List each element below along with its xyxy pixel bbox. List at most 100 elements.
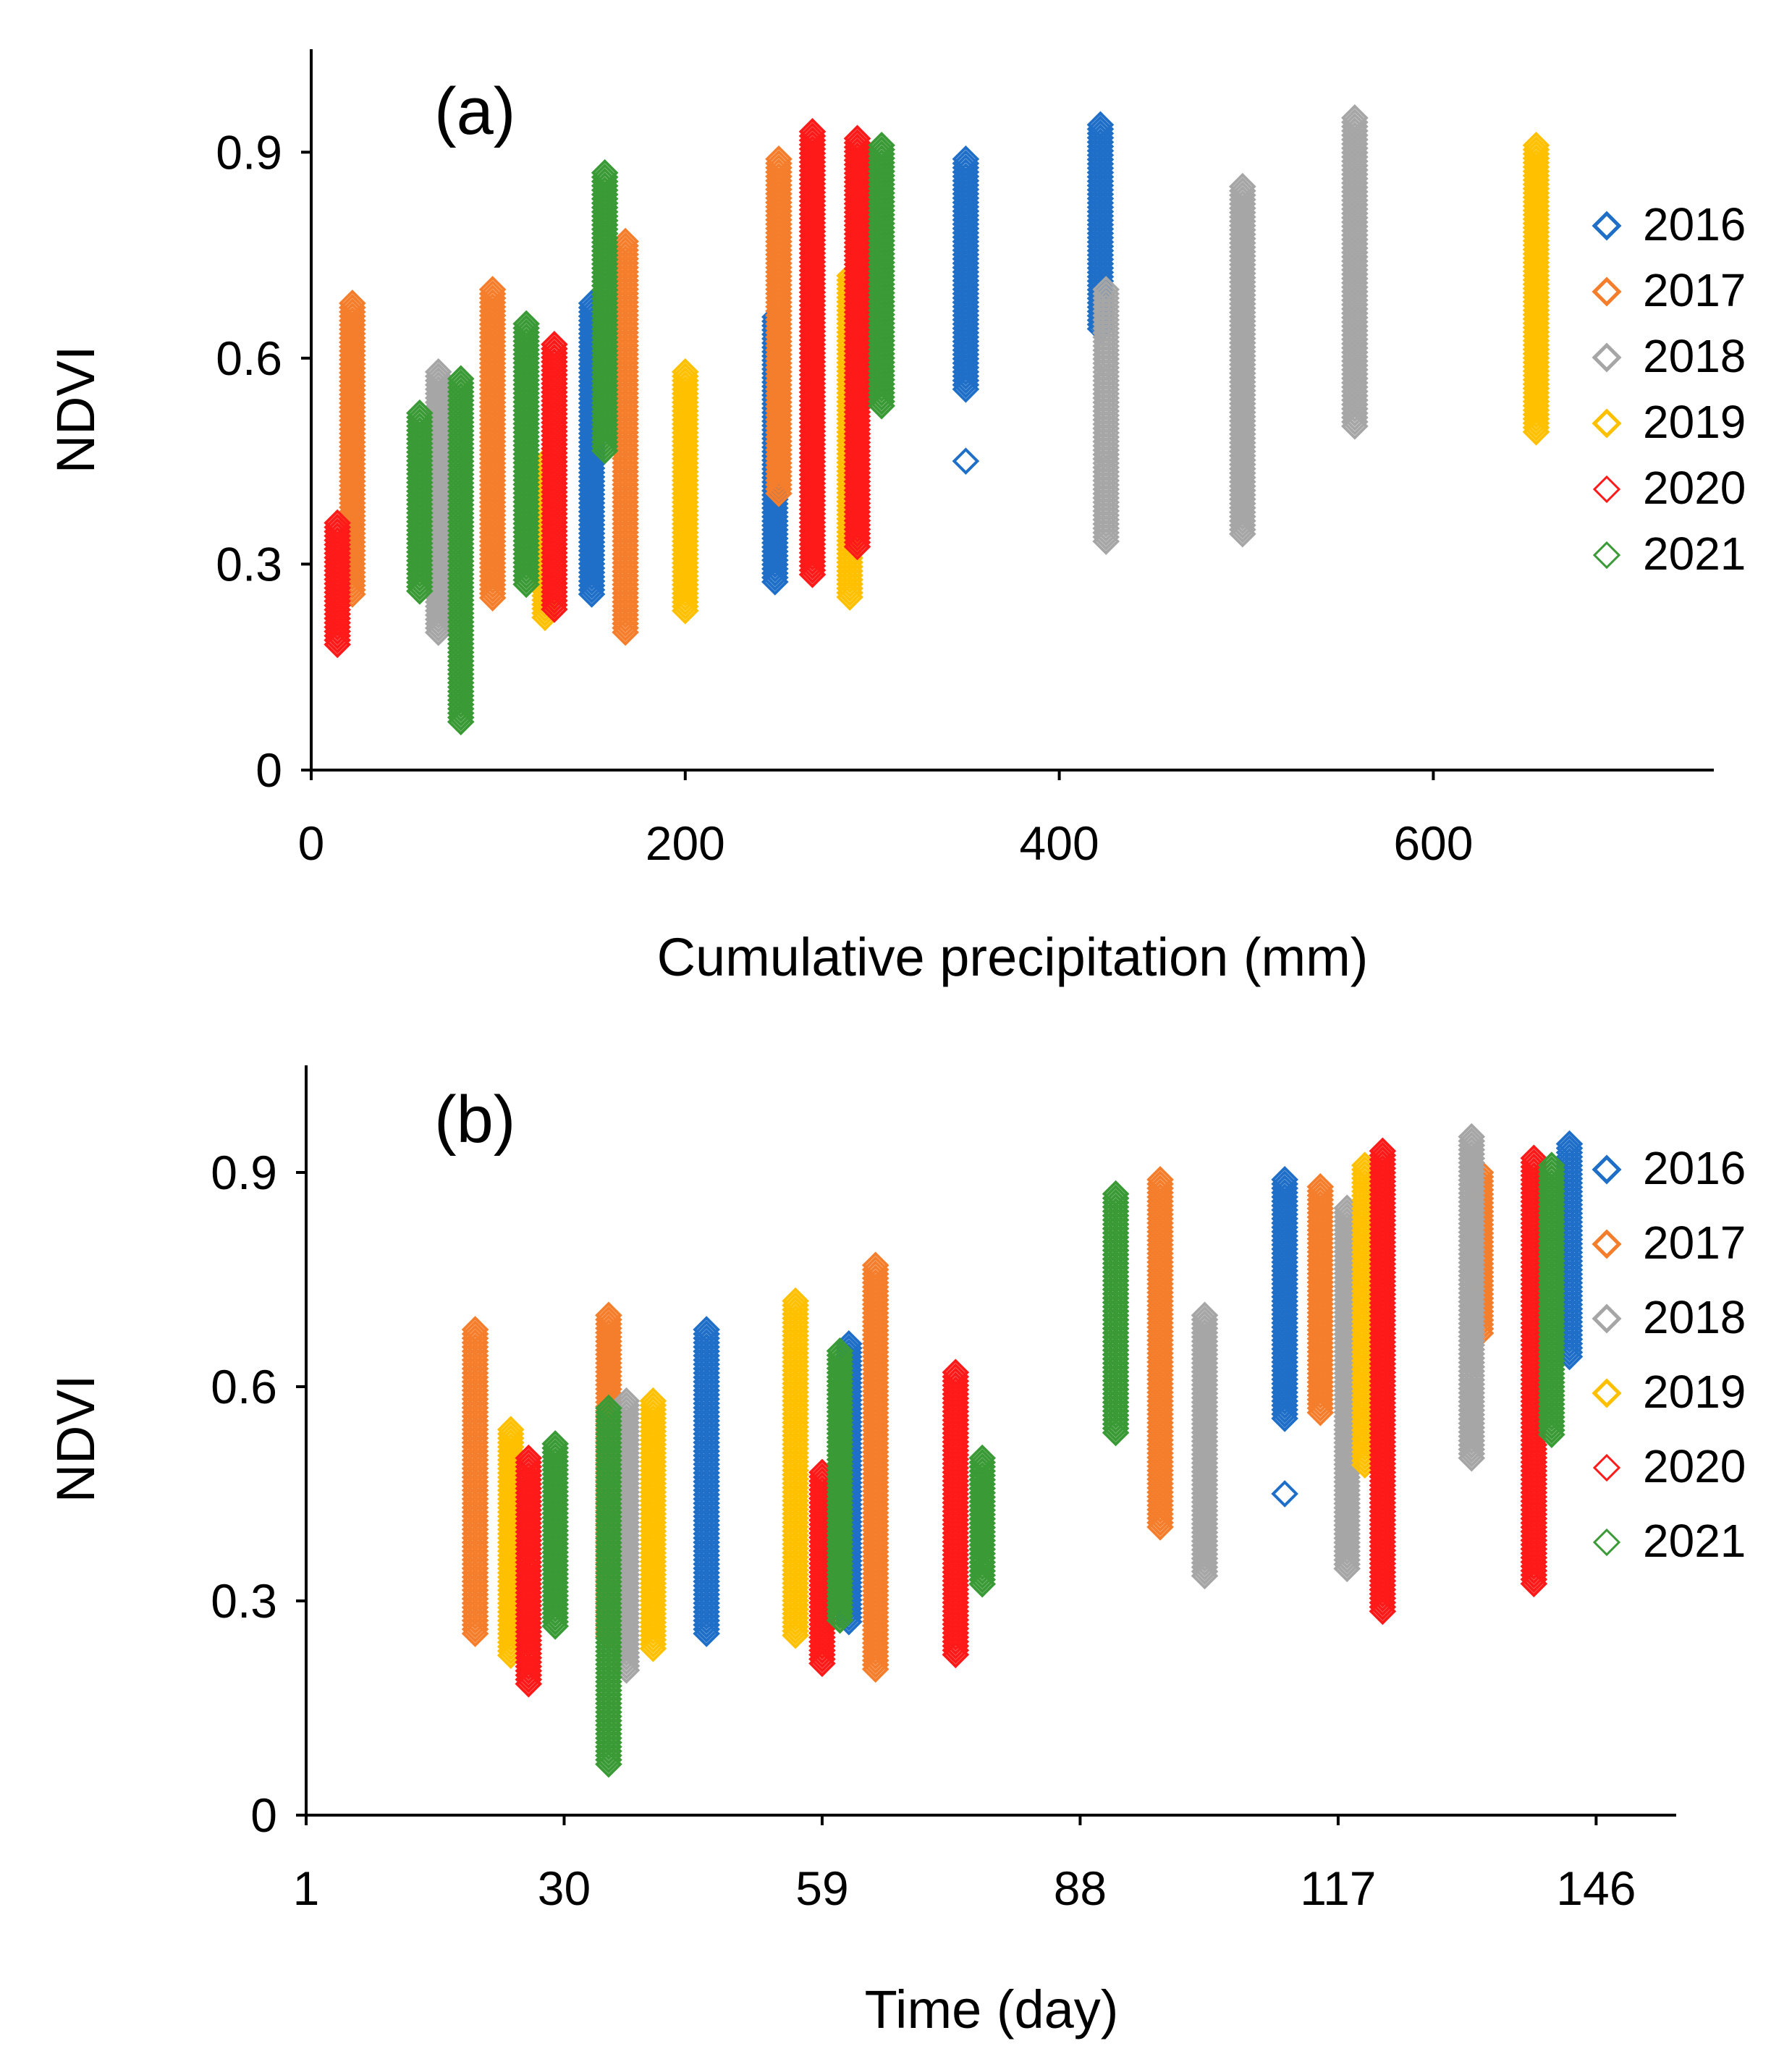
- panel-a-y-axis-title: NDVI: [46, 346, 106, 474]
- x-tick-label: 0: [298, 816, 325, 870]
- marker-column-2017: [461, 1316, 489, 1647]
- marker-column-2016: [952, 145, 980, 403]
- panel-a-chart: 0 0.3 0.6 0.9 0 200 400 600 (a) Cumulative prec…: [46, 49, 1746, 987]
- y-tick-label: 0.3: [211, 1574, 277, 1628]
- marker-column-2018: [1092, 276, 1120, 555]
- y-tick-label: 0: [250, 1788, 277, 1842]
- marker-column-2020: [324, 509, 352, 659]
- legend-marker-2018: [1592, 342, 1622, 373]
- marker-column-2018: [424, 358, 452, 646]
- marker-outlier-2016: [1271, 1480, 1298, 1508]
- legend-label-2020: 2020: [1643, 462, 1746, 514]
- marker-column-2017: [1306, 1172, 1335, 1426]
- panel-b-label: (b): [434, 1083, 515, 1157]
- legend-label-2020: 2020: [1643, 1440, 1746, 1492]
- panel-a-x-axis-title: Cumulative precipitation (mm): [657, 927, 1369, 987]
- marker-column-2020: [843, 124, 871, 561]
- marker-column-2019: [1522, 131, 1550, 446]
- marker-column-2021: [968, 1444, 997, 1598]
- x-tick-label: 600: [1393, 816, 1473, 870]
- marker-column-2021: [591, 158, 619, 465]
- marker-column-2017: [339, 289, 366, 608]
- legend-label-2016: 2016: [1643, 1142, 1746, 1194]
- series-2020: [324, 118, 871, 659]
- series-2018: [612, 1123, 1486, 1684]
- legend-label-2018: 2018: [1643, 330, 1746, 382]
- marker-column-2021: [1538, 1151, 1565, 1448]
- panel-b-plot-area: [461, 1123, 1584, 1778]
- marker-column-2019: [671, 358, 699, 625]
- marker-column-2017: [612, 227, 639, 646]
- marker-column-2021: [595, 1394, 622, 1778]
- panel-a-label: (a): [434, 75, 515, 148]
- marker-column-2020: [942, 1358, 970, 1669]
- legend-marker-2016: [1592, 211, 1622, 241]
- marker-column-2018: [1341, 104, 1369, 440]
- marker-column-2016: [693, 1316, 720, 1647]
- marker-column-2019: [1351, 1151, 1379, 1479]
- panel-b-y-axis-title: NDVI: [46, 1375, 106, 1503]
- marker-column-2021: [406, 399, 434, 605]
- legend-label-2021: 2021: [1643, 528, 1746, 580]
- series-2021: [541, 1151, 1565, 1778]
- series-2021: [406, 131, 895, 736]
- x-tick-label: 59: [795, 1861, 848, 1915]
- legend-marker-2021: [1592, 1528, 1621, 1557]
- marker-column-2016: [1555, 1130, 1584, 1371]
- legend-marker-2019: [1592, 1378, 1622, 1408]
- marker-column-2021: [1102, 1180, 1130, 1447]
- series-2017: [339, 145, 793, 646]
- legend-label-2021: 2021: [1643, 1515, 1746, 1567]
- marker-outlier-2016: [952, 447, 980, 475]
- marker-column-2017: [478, 276, 507, 612]
- marker-column-2021: [868, 131, 895, 420]
- legend-marker-2017: [1592, 276, 1622, 307]
- legend-label-2018: 2018: [1643, 1291, 1746, 1343]
- marker-column-2020: [1520, 1144, 1548, 1598]
- panel-a-ticks: 0 0.3 0.6 0.9 0 200 400 600: [216, 125, 1473, 870]
- legend-marker-2017: [1592, 1229, 1622, 1259]
- series-2020: [515, 1137, 1548, 1698]
- legend-marker-2020: [1592, 1453, 1621, 1482]
- marker-column-2020: [515, 1444, 543, 1698]
- legend-marker-2019: [1592, 408, 1622, 439]
- x-tick-label: 1: [293, 1861, 320, 1915]
- x-tick-label: 117: [1300, 1861, 1376, 1915]
- series-2016: [578, 111, 1115, 608]
- marker-column-2020: [798, 118, 827, 588]
- marker-column-2018: [612, 1387, 641, 1684]
- marker-column-2021: [541, 1430, 570, 1640]
- marker-column-2021: [447, 365, 475, 736]
- x-tick-label: 88: [1054, 1861, 1107, 1915]
- y-tick-label: 0.6: [216, 331, 282, 385]
- series-2019: [496, 1151, 1379, 1670]
- y-tick-label: 0: [255, 743, 282, 797]
- marker-column-2021: [512, 310, 540, 599]
- x-tick-label: 146: [1556, 1861, 1636, 1915]
- marker-column-2016: [1271, 1166, 1298, 1432]
- legend-label-2017: 2017: [1643, 1217, 1746, 1269]
- marker-column-2020: [1369, 1137, 1397, 1626]
- legend-label-2016: 2016: [1643, 198, 1746, 250]
- legend-label-2017: 2017: [1643, 264, 1746, 316]
- y-tick-label: 0.9: [216, 125, 282, 179]
- x-tick-label: 200: [646, 816, 725, 870]
- legend-label-2019: 2019: [1643, 396, 1746, 448]
- legend-marker-2020: [1592, 475, 1621, 504]
- marker-column-2017: [1146, 1166, 1174, 1541]
- panel-a-plot-area: [324, 104, 1550, 736]
- legend-label-2019: 2019: [1643, 1366, 1746, 1418]
- panel-b-x-axis-title: Time (day): [865, 1979, 1119, 2039]
- series-2018: [424, 104, 1369, 646]
- y-tick-label: 0.6: [211, 1360, 277, 1413]
- legend-marker-2018: [1592, 1303, 1622, 1334]
- legend-marker-2016: [1592, 1154, 1622, 1185]
- marker-column-2019: [496, 1416, 525, 1670]
- panel-a-legend: 2016 2017 2018 2019 2020 2021: [1592, 198, 1746, 580]
- marker-column-2018: [1458, 1123, 1486, 1472]
- marker-column-2019: [782, 1287, 809, 1649]
- marker-column-2016: [578, 289, 606, 608]
- marker-column-2017: [765, 145, 793, 507]
